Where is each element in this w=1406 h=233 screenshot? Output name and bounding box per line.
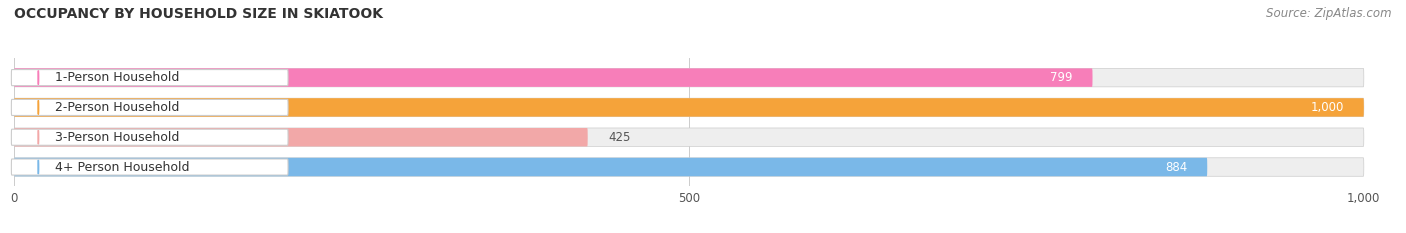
Text: Source: ZipAtlas.com: Source: ZipAtlas.com	[1267, 7, 1392, 20]
Text: 425: 425	[607, 131, 630, 144]
FancyBboxPatch shape	[11, 159, 288, 175]
Text: 3-Person Household: 3-Person Household	[55, 131, 179, 144]
FancyBboxPatch shape	[14, 158, 1364, 176]
FancyBboxPatch shape	[11, 70, 288, 86]
Text: 799: 799	[1050, 71, 1073, 84]
FancyBboxPatch shape	[14, 158, 1208, 176]
FancyBboxPatch shape	[14, 98, 1364, 117]
Text: 884: 884	[1164, 161, 1187, 174]
Text: 1,000: 1,000	[1310, 101, 1344, 114]
FancyBboxPatch shape	[11, 99, 288, 116]
Text: 4+ Person Household: 4+ Person Household	[55, 161, 188, 174]
Text: OCCUPANCY BY HOUSEHOLD SIZE IN SKIATOOK: OCCUPANCY BY HOUSEHOLD SIZE IN SKIATOOK	[14, 7, 382, 21]
Text: 1-Person Household: 1-Person Household	[55, 71, 179, 84]
FancyBboxPatch shape	[14, 128, 588, 147]
FancyBboxPatch shape	[14, 128, 1364, 147]
FancyBboxPatch shape	[14, 98, 1364, 117]
FancyBboxPatch shape	[14, 68, 1092, 87]
Text: 2-Person Household: 2-Person Household	[55, 101, 179, 114]
FancyBboxPatch shape	[14, 68, 1364, 87]
FancyBboxPatch shape	[11, 129, 288, 145]
